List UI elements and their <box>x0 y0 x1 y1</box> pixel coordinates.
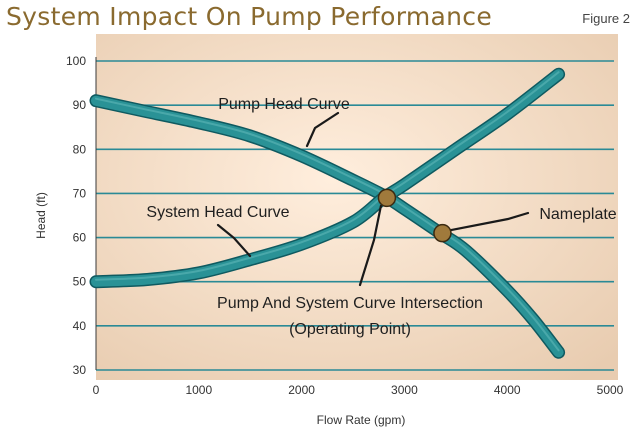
system-head-curve-highlight <box>95 71 560 281</box>
y-tick-label-100: 100 <box>66 54 86 68</box>
y-tick-label-30: 30 <box>73 363 87 377</box>
x-tick-label-2000: 2000 <box>288 383 315 397</box>
x-tick-label-3000: 3000 <box>391 383 418 397</box>
x-axis-title: Flow Rate (gpm) <box>317 413 406 427</box>
system-head-curve-leader <box>216 223 252 258</box>
pump-head-curve-leader <box>305 111 340 148</box>
x-tick-label-1000: 1000 <box>185 383 212 397</box>
y-axis-title: Head (ft) <box>34 192 48 239</box>
y-tick-label-50: 50 <box>73 275 87 289</box>
x-tick-label-5000: 5000 <box>597 383 624 397</box>
annotation-operating-point: (Operating Point) <box>289 321 411 338</box>
point-nameplate <box>433 223 452 243</box>
operating-point-leader <box>358 204 383 287</box>
y-tick-label-90: 90 <box>73 98 87 112</box>
chart-title: System Impact On Pump Performance <box>6 2 493 31</box>
annotation-pump-and-system-curve-intersection: Pump And System Curve Intersection <box>217 295 483 312</box>
x-tick-label-4000: 4000 <box>494 383 521 397</box>
y-tick-label-40: 40 <box>73 319 87 333</box>
point-pump-and-system-curve-intersection <box>377 188 397 208</box>
annotation-pump-head-curve: Pump Head Curve <box>218 96 350 113</box>
y-tick-label-70: 70 <box>73 186 87 200</box>
y-tick-label-80: 80 <box>73 142 87 156</box>
annotation-system-head-curve: System Head Curve <box>146 204 289 221</box>
system-head-curve <box>91 69 564 287</box>
x-tick-label-0: 0 <box>93 383 100 397</box>
y-tick-label-60: 60 <box>73 231 87 245</box>
nameplate-leader <box>449 211 530 232</box>
annotation-nameplate: Nameplate <box>539 206 616 223</box>
figure-label: Figure 2 <box>582 11 630 26</box>
